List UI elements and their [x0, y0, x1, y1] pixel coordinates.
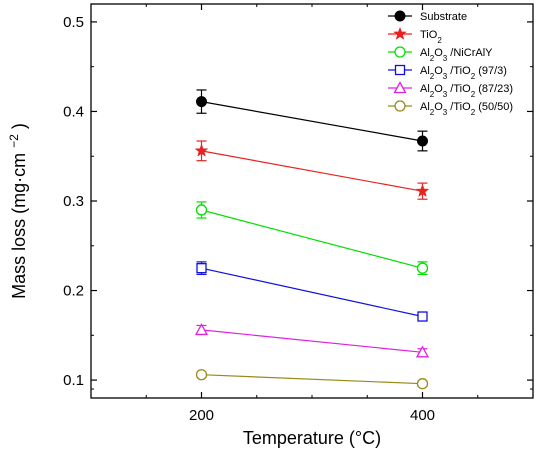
legend-marker: [394, 46, 406, 58]
data-point: [196, 263, 207, 274]
x-axis-title: Temperature (°C): [243, 428, 381, 448]
y-tick-label: 0.3: [63, 193, 84, 210]
data-point: [416, 378, 429, 390]
y-axis-title-close: ): [9, 123, 29, 129]
series-line-5: [201, 374, 423, 385]
x-tick-label: 400: [410, 407, 435, 424]
data-point: [415, 183, 430, 197]
legend-label: Al2O3 /NiCrAlY: [420, 47, 493, 63]
legend-marker: [394, 100, 406, 112]
data-point: [194, 323, 209, 336]
legend-label: Al2O3 /TiO2 (87/23): [420, 83, 513, 99]
data-point: [417, 135, 428, 147]
legend-label: Al2O3 /TiO2 (50/50): [420, 101, 513, 117]
axes: 0.1 0.2 0.3 0.4 0.5 200 400: [63, 3, 534, 424]
x-tick-label: 200: [189, 407, 214, 424]
data-point: [194, 143, 209, 157]
series-line-4: [201, 329, 423, 353]
plot-frame: [90, 3, 534, 399]
error-bars: [196, 89, 428, 387]
series-markers: [194, 96, 430, 390]
legend-marker: [393, 26, 407, 40]
legend-marker: [393, 81, 407, 94]
series-line-1: [201, 150, 423, 192]
legend: Substrate TiO2 Al2O3 /NiCrAlY Al2O3 /TiO2 (…: [388, 10, 513, 117]
y-tick-label: 0.5: [63, 14, 84, 31]
y-axis-title: Mass loss (mg·cm −2 ): [7, 123, 29, 299]
legend-marker: [394, 10, 406, 22]
series-lines: [201, 101, 423, 385]
legend-label: TiO2: [420, 29, 442, 45]
data-point: [196, 96, 207, 108]
data-point: [415, 345, 430, 358]
data-point: [195, 204, 208, 216]
legend-label: Al2O3 /TiO2 (97/3): [420, 65, 507, 81]
y-tick-label: 0.2: [63, 283, 84, 300]
legend-label: Substrate: [420, 11, 467, 23]
data-point: [416, 262, 429, 274]
y-tick-label: 0.4: [63, 103, 84, 120]
legend-marker: [394, 64, 406, 76]
series-line-0: [201, 101, 423, 142]
series-line-2: [201, 209, 423, 269]
y-axis-title-main: Mass loss (mg·cm: [9, 153, 29, 299]
series-line-3: [201, 267, 423, 318]
data-point: [195, 369, 208, 381]
y-axis-title-sup: −2: [7, 134, 21, 148]
y-tick-label: 0.1: [63, 372, 84, 389]
data-point: [417, 311, 428, 322]
